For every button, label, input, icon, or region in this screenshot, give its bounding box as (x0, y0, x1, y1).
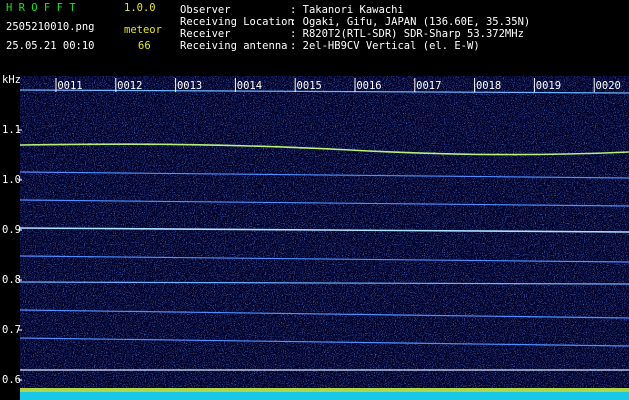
spectrogram (19, 76, 629, 400)
time-label: 0020 (596, 80, 621, 92)
info-label: Receiver (180, 28, 231, 40)
time-label: 0014 (237, 80, 262, 92)
time-label: 0016 (356, 80, 381, 92)
time-label: 0013 (177, 80, 202, 92)
freq-label: 0.8 (2, 274, 21, 286)
version: 1.0.0 (124, 2, 156, 14)
info-value: : R820T2(RTL-SDR) SDR-Sharp 53.372MHz (290, 28, 524, 40)
time-label: 0011 (57, 80, 82, 92)
info-value: : Ogaki, Gifu, JAPAN (136.60E, 35.35N) (290, 16, 530, 28)
freq-label: 0.9 (2, 224, 21, 236)
time-label: 0017 (416, 80, 441, 92)
time-label: 0018 (476, 80, 501, 92)
info-label: Observer (180, 4, 231, 16)
freq-label: 0.6 (2, 374, 21, 386)
info-value: : 2el-HB9CV Vertical (el. E-W) (290, 40, 480, 52)
count: 66 (138, 40, 151, 52)
freq-label: 0.7 (2, 324, 21, 336)
time-label: 0015 (297, 80, 322, 92)
unit: kHz (2, 74, 21, 86)
freq-label: 1.0 (2, 174, 21, 186)
freq-label: 1.1 (2, 124, 21, 136)
mode: meteor (124, 24, 162, 36)
file-name: 2505210010.png (6, 21, 95, 33)
info-label: Receiving antenna (180, 40, 287, 52)
info-label: Receiving Location (180, 16, 294, 28)
app-name: H R O F F T (6, 2, 76, 14)
time-label: 0019 (536, 80, 561, 92)
info-value: : Takanori Kawachi (290, 4, 404, 16)
time-label: 0012 (117, 80, 142, 92)
datetime: 25.05.21 00:10 (6, 40, 95, 52)
